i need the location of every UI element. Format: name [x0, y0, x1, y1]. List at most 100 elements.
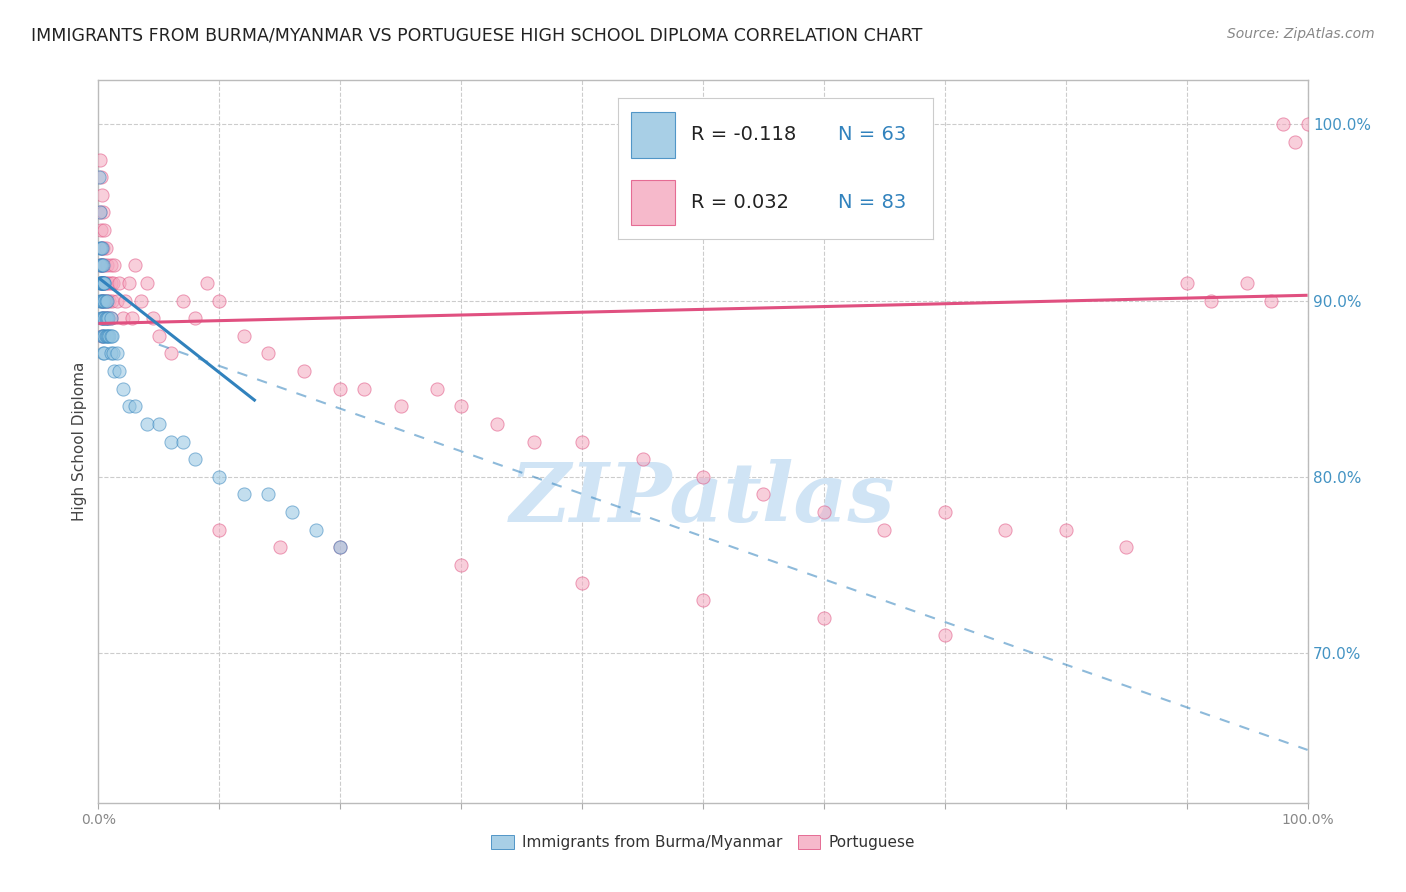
- Point: [100, 328, 122, 343]
- Point: [101, 346, 124, 360]
- Point: [89, 153, 111, 167]
- Point: [100, 328, 122, 343]
- Point: [124, 399, 146, 413]
- Point: [94, 311, 117, 326]
- Point: [96, 293, 118, 308]
- Text: ZIPatlas: ZIPatlas: [510, 459, 896, 540]
- Point: [91, 293, 114, 308]
- Point: [91, 205, 114, 219]
- Point: [105, 293, 128, 308]
- Point: [160, 346, 183, 360]
- Point: [93, 223, 115, 237]
- Point: [91, 241, 114, 255]
- Point: [269, 541, 291, 555]
- Legend: Immigrants from Burma/Myanmar, Portuguese: Immigrants from Burma/Myanmar, Portugues…: [485, 830, 921, 856]
- Point: [813, 611, 835, 625]
- Point: [98, 328, 121, 343]
- Point: [91, 258, 114, 272]
- Point: [114, 293, 136, 308]
- Point: [118, 399, 141, 413]
- Point: [118, 276, 141, 290]
- Point: [91, 276, 114, 290]
- Point: [89, 258, 111, 272]
- Point: [208, 293, 231, 308]
- Point: [90, 170, 112, 185]
- Point: [752, 487, 775, 501]
- Point: [94, 328, 117, 343]
- Point: [90, 258, 112, 272]
- Point: [100, 293, 122, 308]
- Point: [100, 346, 122, 360]
- Point: [89, 205, 111, 219]
- Point: [89, 205, 111, 219]
- Point: [96, 293, 118, 308]
- Point: [160, 434, 183, 449]
- Point: [329, 382, 352, 396]
- Point: [450, 558, 472, 572]
- Point: [1175, 276, 1198, 290]
- Point: [121, 311, 143, 326]
- Point: [184, 311, 207, 326]
- Point: [1115, 541, 1137, 555]
- Point: [329, 541, 352, 555]
- Point: [94, 241, 117, 255]
- Point: [184, 452, 207, 467]
- Point: [97, 311, 120, 326]
- Point: [91, 311, 114, 326]
- Point: [91, 241, 114, 255]
- Point: [813, 505, 835, 519]
- Point: [232, 487, 254, 501]
- Point: [97, 328, 120, 343]
- Point: [94, 311, 117, 326]
- Point: [91, 276, 114, 290]
- Point: [281, 505, 304, 519]
- Point: [91, 328, 114, 343]
- Point: [103, 364, 125, 378]
- Point: [148, 328, 170, 343]
- Point: [89, 276, 111, 290]
- Point: [208, 523, 231, 537]
- Point: [105, 346, 128, 360]
- Point: [91, 241, 114, 255]
- Point: [934, 628, 956, 642]
- Point: [692, 593, 714, 607]
- Point: [96, 328, 118, 343]
- Point: [94, 276, 117, 290]
- Point: [91, 258, 114, 272]
- Point: [100, 258, 122, 272]
- Point: [135, 276, 157, 290]
- Point: [305, 523, 328, 537]
- Point: [111, 382, 134, 396]
- Point: [994, 523, 1017, 537]
- Point: [97, 276, 120, 290]
- Point: [256, 487, 278, 501]
- Point: [91, 293, 114, 308]
- Point: [93, 293, 115, 308]
- Point: [90, 293, 112, 308]
- Point: [91, 293, 114, 308]
- Point: [93, 276, 115, 290]
- Point: [571, 575, 593, 590]
- Point: [90, 311, 112, 326]
- Point: [93, 328, 115, 343]
- Point: [91, 311, 114, 326]
- Point: [256, 346, 278, 360]
- Point: [523, 434, 546, 449]
- Point: [91, 328, 114, 343]
- Text: IMMIGRANTS FROM BURMA/MYANMAR VS PORTUGUESE HIGH SCHOOL DIPLOMA CORRELATION CHAR: IMMIGRANTS FROM BURMA/MYANMAR VS PORTUGU…: [31, 27, 922, 45]
- Text: Source: ZipAtlas.com: Source: ZipAtlas.com: [1227, 27, 1375, 41]
- Point: [1199, 293, 1222, 308]
- Point: [329, 541, 352, 555]
- Point: [101, 276, 124, 290]
- Point: [91, 276, 114, 290]
- Point: [1284, 135, 1306, 149]
- Point: [108, 364, 131, 378]
- Point: [1272, 117, 1295, 131]
- Point: [93, 276, 115, 290]
- Point: [91, 276, 114, 290]
- Point: [450, 399, 472, 413]
- Point: [292, 364, 315, 378]
- Point: [100, 311, 122, 326]
- Point: [232, 328, 254, 343]
- Point: [100, 276, 122, 290]
